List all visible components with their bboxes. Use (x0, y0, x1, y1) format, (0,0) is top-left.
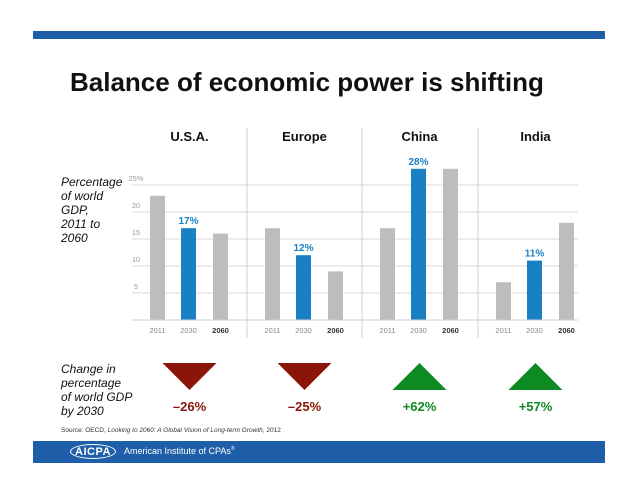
aicpa-logo: AICPA (70, 444, 116, 459)
label-line: GDP, (61, 203, 89, 217)
x-tick-label: 2030 (180, 326, 197, 335)
bar-2060 (559, 222, 574, 320)
top-accent-bar (33, 31, 605, 39)
bar-2030 (411, 168, 426, 320)
bar-2030 (527, 260, 542, 320)
percentage-axis-label: Percentage of world GDP, 2011 to 2060 (61, 175, 122, 245)
x-tick-label: 2060 (327, 326, 344, 335)
data-label: 12% (293, 243, 313, 254)
bar-2011 (496, 282, 511, 320)
organization-name: American Institute of CPAs® (124, 446, 235, 456)
source-suffix: , 2012 (262, 427, 281, 434)
x-tick-label: 2011 (149, 326, 165, 335)
source-title: Looking to 2060: A Global Vision of Long… (107, 427, 263, 434)
bar-2011 (380, 228, 395, 320)
x-tick-label: 2030 (295, 326, 312, 335)
label-line: of world (61, 189, 104, 203)
label-line: of world GDP (61, 390, 133, 404)
registered-mark: ® (230, 446, 235, 452)
bar-2060 (213, 233, 228, 320)
y-tick-label: 5 (134, 282, 138, 291)
org-text: American Institute of CPAs (124, 446, 231, 456)
footer-bar (33, 441, 605, 463)
down-arrow-icon (162, 363, 217, 390)
x-tick-label: 2060 (558, 326, 575, 335)
label-line: by 2030 (61, 404, 104, 418)
bar-2011 (150, 195, 165, 320)
country-header: China (401, 129, 438, 144)
data-label: 17% (178, 216, 198, 227)
bar-2011 (265, 228, 280, 320)
source-prefix: Source: OECD, (61, 427, 108, 434)
label-line: 2011 to (61, 217, 101, 231)
label-line: Change in (61, 362, 116, 376)
x-tick-label: 2060 (212, 326, 229, 335)
label-line: percentage (61, 376, 122, 390)
country-header: India (520, 129, 551, 144)
change-value: –26% (173, 399, 207, 414)
label-line: 2060 (61, 231, 88, 245)
x-tick-label: 2011 (379, 326, 395, 335)
source-citation: Source: OECD, Looking to 2060: A Global … (61, 427, 281, 434)
bar-2030 (181, 228, 196, 320)
x-tick-label: 2011 (495, 326, 511, 335)
down-arrow-icon (277, 363, 332, 390)
change-value: +62% (403, 399, 437, 414)
change-value: –25% (288, 399, 322, 414)
y-tick-label: 15 (132, 228, 140, 237)
bar-2030 (296, 255, 311, 320)
bar-2060 (443, 168, 458, 320)
data-label: 28% (408, 157, 428, 168)
page-title: Balance of economic power is shifting (70, 67, 544, 97)
label-line: Percentage (61, 175, 123, 189)
change-label: Change in percentage of world GDP by 203… (61, 362, 132, 418)
country-header: Europe (282, 129, 327, 144)
x-tick-label: 2060 (442, 326, 459, 335)
x-tick-label: 2030 (410, 326, 427, 335)
country-header: U.S.A. (170, 129, 208, 144)
bar-2060 (328, 271, 343, 320)
up-arrow-icon (392, 363, 447, 390)
data-label: 11% (525, 249, 545, 260)
up-arrow-icon (508, 363, 563, 390)
x-tick-label: 2030 (526, 326, 543, 335)
change-value: +57% (519, 399, 553, 414)
x-tick-label: 2011 (264, 326, 280, 335)
y-tick-label: 10 (132, 255, 140, 264)
y-tick-label: 25% (128, 174, 143, 183)
y-tick-label: 20 (132, 201, 140, 210)
